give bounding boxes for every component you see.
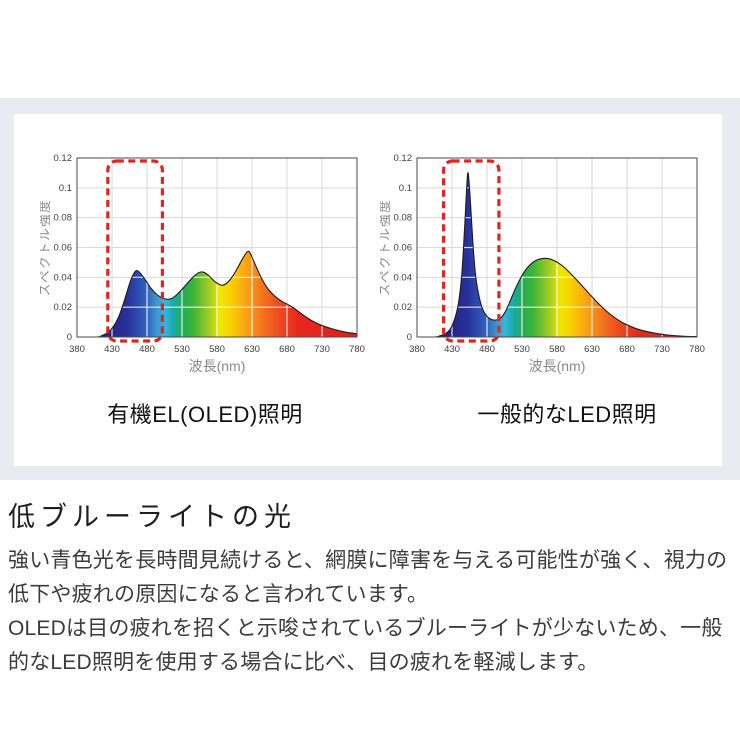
- svg-text:430: 430: [104, 344, 120, 355]
- blue-light-highlight-box: [441, 159, 501, 343]
- svg-text:0.1: 0.1: [399, 183, 412, 194]
- svg-text:0.08: 0.08: [54, 213, 73, 224]
- x-axis-title: 波長(nm): [529, 358, 586, 374]
- svg-text:530: 530: [514, 344, 530, 355]
- oled-spectrum-chart: 0 0.02 0.04 0.06 0.08 0.1 0.12 380 430 480 530 580 6…: [40, 153, 365, 374]
- y-axis-title: スペクトル強度: [380, 199, 392, 296]
- section-heading: 低ブルーライトの光: [8, 502, 296, 532]
- svg-text:730: 730: [314, 344, 330, 355]
- svg-text:780: 780: [689, 344, 705, 355]
- svg-text:680: 680: [619, 344, 635, 355]
- oled-chart-title: 有機EL(OLED)照明: [107, 402, 303, 427]
- body-paragraph-1: 強い青色光を長時間見続けると、網膜に障害を与える可能性が強く、視力の 低下や疲れ…: [8, 549, 728, 606]
- body-paragraph-2: OLEDは目の疲れを招くと示唆されているブルーライトが少ないため、一般 的なLE…: [8, 617, 723, 674]
- blue-light-highlight-box: [106, 159, 165, 343]
- svg-text:730: 730: [654, 344, 670, 355]
- y-axis-title: スペクトル強度: [40, 199, 52, 296]
- svg-text:580: 580: [209, 344, 225, 355]
- spectrum-curve: [417, 172, 698, 338]
- svg-text:0.06: 0.06: [394, 243, 413, 254]
- plot-border: [76, 157, 358, 338]
- svg-text:0.12: 0.12: [54, 153, 73, 164]
- svg-text:0.02: 0.02: [54, 302, 73, 313]
- svg-text:780: 780: [349, 344, 365, 355]
- svg-text:480: 480: [139, 344, 155, 355]
- svg-text:680: 680: [279, 344, 295, 355]
- svg-text:580: 580: [549, 344, 565, 355]
- led-spectrum-chart: 0 0.02 0.04 0.06 0.08 0.1 0.12 380 430 480 530 580 6…: [380, 153, 705, 374]
- svg-text:430: 430: [444, 344, 460, 355]
- svg-text:0: 0: [67, 332, 72, 343]
- svg-text:480: 480: [479, 344, 495, 355]
- svg-text:0.02: 0.02: [394, 302, 413, 313]
- svg-text:630: 630: [584, 344, 600, 355]
- svg-text:380: 380: [69, 344, 85, 355]
- spectrum-curve: [77, 250, 358, 338]
- svg-text:530: 530: [174, 344, 190, 355]
- tick-labels: 0 0.02 0.04 0.06 0.08 0.1 0.12 380 430 480 530 580 6…: [394, 153, 705, 355]
- led-chart-title: 一般的なLED照明: [477, 402, 657, 427]
- svg-text:0: 0: [407, 332, 412, 343]
- svg-text:0.04: 0.04: [54, 272, 73, 283]
- svg-text:630: 630: [244, 344, 260, 355]
- description-block: 強い青色光を長時間見続けると、網膜に障害を与える可能性が強く、視力の 低下や疲れ…: [8, 544, 738, 680]
- plot-border: [416, 157, 698, 338]
- svg-text:0.06: 0.06: [54, 243, 73, 254]
- svg-text:380: 380: [409, 344, 425, 355]
- svg-text:0.12: 0.12: [394, 153, 413, 164]
- x-axis-title: 波長(nm): [189, 358, 246, 374]
- tick-labels: 0 0.02 0.04 0.06 0.08 0.1 0.12 380 430 480 530 580 6…: [54, 153, 365, 355]
- svg-text:0.1: 0.1: [59, 183, 72, 194]
- svg-text:0.08: 0.08: [394, 213, 413, 224]
- svg-text:0.04: 0.04: [394, 272, 413, 283]
